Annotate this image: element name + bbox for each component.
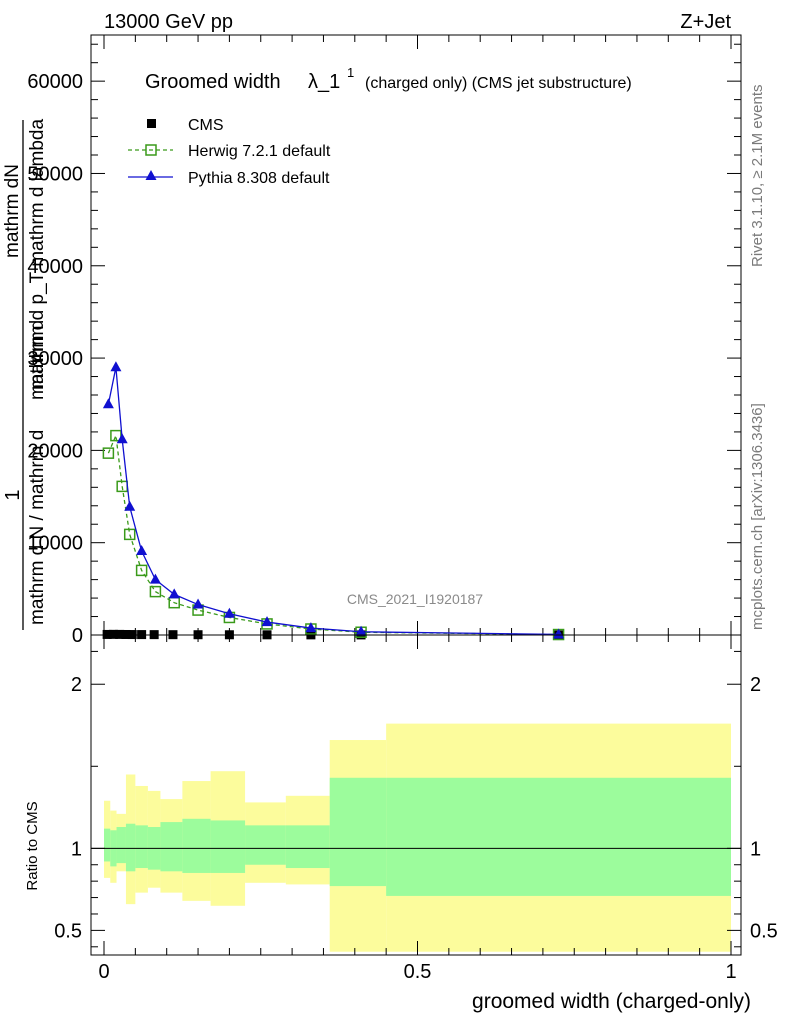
ratio-y-tick-label-right: 2 <box>750 674 761 696</box>
main-series-layer <box>102 361 565 641</box>
legend-herwig-marker <box>145 144 157 156</box>
ratio-y-tick-label: 0.5 <box>54 920 82 942</box>
ratio-stat-band-bin <box>160 822 183 872</box>
main-y-tick-label: 30000 <box>27 348 83 370</box>
ratio-stat-band-bin <box>245 825 286 865</box>
x-tick-label: 0.5 <box>404 961 432 983</box>
plot-title-lambda: λ_1 <box>308 71 340 93</box>
main-y-label: 1 mathrm d N / mathrm d mathrm dN mathrm… <box>2 119 48 630</box>
ratio-y-tick-label: 2 <box>71 674 82 696</box>
pythia-data-point <box>116 433 128 444</box>
herwig-data-point <box>102 447 115 459</box>
main-y-tick-label: 60000 <box>27 71 83 93</box>
herwig-data-point <box>123 528 136 541</box>
legend-pythia-marker <box>145 170 157 180</box>
ratio-stat-band-bin <box>329 777 387 887</box>
cms-data-point <box>121 629 131 639</box>
main-y-tick-label: 10000 <box>27 533 83 555</box>
ratio-stat-band-bin <box>285 825 330 869</box>
x-tick-label: 0 <box>98 961 109 983</box>
herwig-data-point <box>149 585 162 598</box>
legend: CMS Herwig 7.2.1 default Pythia 8.308 de… <box>128 117 331 187</box>
pythia-data-point <box>553 628 565 639</box>
herwig-line <box>107 433 559 636</box>
analysis-watermark: CMS_2021_I1920187 <box>347 591 483 607</box>
legend-cms-marker <box>147 119 156 128</box>
legend-herwig-label: Herwig 7.2.1 default <box>188 143 331 160</box>
pythia-data-point <box>124 500 136 511</box>
x-axis-label: groomed width (charged-only) <box>472 990 751 1013</box>
x-tick-label: 1 <box>725 961 736 983</box>
process-label: Z+Jet <box>680 11 731 33</box>
rivet-label: Rivet 3.1.10, ≥ 2.1M events <box>749 85 766 268</box>
cms-data-point <box>108 629 118 639</box>
y-label-line4: mathrm d p_T mathrm d lambda <box>27 119 48 390</box>
ratio-stat-band-bin <box>182 818 211 873</box>
ratio-y-tick-label-right: 1 <box>750 838 761 860</box>
ratio-y-label: Ratio to CMS <box>24 801 41 890</box>
ratio-y-tick-label-right: 0.5 <box>750 920 778 942</box>
ratio-stat-band-bin <box>135 825 148 869</box>
main-y-tick-label: 50000 <box>27 163 83 185</box>
cms-data-point <box>102 629 112 639</box>
legend-pythia-label: Pythia 8.308 default <box>188 170 330 187</box>
ratio-bands <box>104 723 731 952</box>
ratio-stat-band-bin <box>210 820 246 873</box>
pythia-data-point <box>136 545 148 555</box>
ratio-y-tick-label: 1 <box>71 838 82 860</box>
pythia-data-point <box>355 625 367 636</box>
pythia-data-point <box>223 607 235 618</box>
y-label-line3: mathrm d <box>27 320 48 400</box>
pythia-data-point <box>149 573 161 584</box>
ratio-stat-band-bin <box>104 828 111 862</box>
pythia-data-point <box>110 361 122 372</box>
cms-data-point <box>115 629 125 639</box>
pythia-data-point <box>168 588 180 599</box>
pythia-data-point <box>261 616 273 627</box>
pythia-data-point <box>102 398 114 409</box>
herwig-data-point <box>135 564 148 577</box>
plot-title-sup: 1 <box>347 65 354 80</box>
y-label-line1: mathrm d N / mathrm d <box>27 430 48 625</box>
main-y-tick-label: 0 <box>72 625 83 647</box>
y-label-line2: mathrm dN <box>2 164 23 258</box>
ratio-stat-band-bin <box>116 827 126 864</box>
ratio-frame <box>90 634 742 956</box>
legend-cms-label: CMS <box>188 117 224 134</box>
main-y-tick-label: 20000 <box>27 440 83 462</box>
pythia-data-point <box>305 622 317 633</box>
pythia-data-point <box>192 598 204 609</box>
energy-label: 13000 GeV pp <box>104 11 233 33</box>
y-label-numerator: 1 <box>2 489 24 500</box>
ratio-stat-band-bin <box>386 777 731 896</box>
main-axes: 0 10000 20000 30000 40000 50000 60000 <box>27 34 742 647</box>
ratio-stat-band-bin <box>125 823 136 872</box>
main-y-tick-label: 40000 <box>27 256 83 278</box>
mcplots-label: mcplots.cern.ch [arXiv:1306.3436] <box>749 403 766 630</box>
ratio-axes: 0.5 0.5 1 1 2 2 0 0.5 1 <box>54 634 778 983</box>
plot-title-rest: (charged only) (CMS jet substructure) <box>365 75 632 92</box>
herwig-data-point <box>110 429 122 442</box>
plot-title-main: Groomed width <box>145 71 281 93</box>
